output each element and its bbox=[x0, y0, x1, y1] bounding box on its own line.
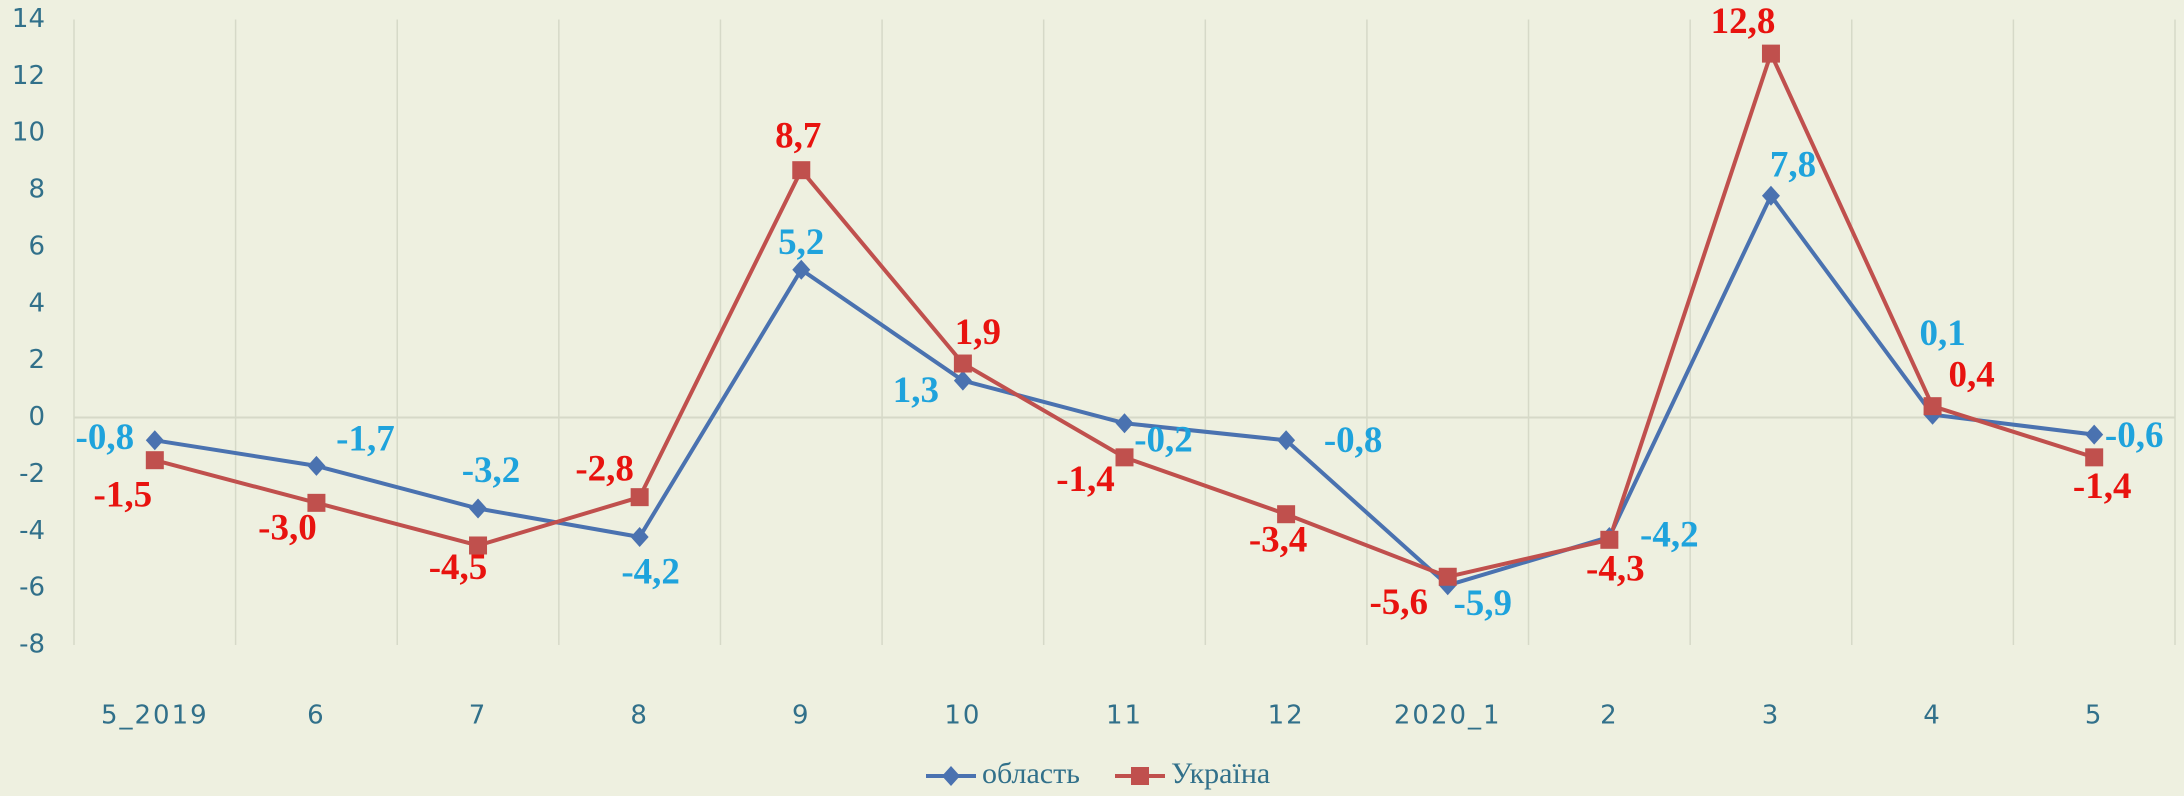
data-label: 12,8 bbox=[1711, 1, 1776, 42]
x-tick-label: 12 bbox=[1268, 701, 1305, 731]
x-tick-label: 7 bbox=[469, 701, 488, 731]
x-tick-label: 6 bbox=[307, 701, 326, 731]
x-tick-label: 9 bbox=[792, 701, 811, 731]
data-point bbox=[307, 456, 325, 476]
chart: -8 -6 -4 -2 0 2 4 6 8 10 12 14 5_2019 6 7 8 9 10 11 12 2020_… bbox=[0, 0, 2184, 796]
legend-label: область bbox=[982, 757, 1080, 790]
data-label: 5,2 bbox=[778, 222, 824, 263]
data-label: -5,9 bbox=[1453, 583, 1512, 624]
data-point bbox=[1600, 531, 1618, 549]
data-label: -3,4 bbox=[1249, 520, 1308, 561]
x-tick-label: 11 bbox=[1106, 701, 1143, 731]
data-label: 8,7 bbox=[775, 116, 821, 157]
data-label: -1,4 bbox=[2073, 466, 2132, 507]
data-label: 0,1 bbox=[1919, 313, 1965, 354]
data-label: -3,0 bbox=[258, 507, 317, 548]
data-point bbox=[146, 451, 164, 469]
y-tick-label: 14 bbox=[12, 4, 45, 34]
legend-label: Україна bbox=[1171, 757, 1270, 790]
y-tick-label: 12 bbox=[12, 61, 45, 91]
data-label: -3,2 bbox=[462, 450, 521, 491]
data-point bbox=[1924, 397, 1942, 415]
data-label: -5,6 bbox=[1369, 582, 1428, 623]
data-label: -2,8 bbox=[575, 449, 634, 490]
y-tick-label: 8 bbox=[28, 175, 45, 205]
data-label: 7,8 bbox=[1770, 144, 1816, 185]
y-tick-label: 0 bbox=[28, 402, 45, 432]
data-label: -1,7 bbox=[336, 418, 395, 459]
data-point bbox=[1116, 413, 1134, 433]
data-label: -1,4 bbox=[1056, 459, 1115, 500]
y-tick-label: 6 bbox=[28, 231, 45, 261]
data-point bbox=[469, 499, 487, 519]
y-tick-label: 4 bbox=[28, 288, 45, 318]
data-label: -4,2 bbox=[1640, 514, 1699, 555]
data-label: 0,4 bbox=[1948, 355, 1994, 396]
series-line bbox=[155, 196, 2094, 586]
data-point bbox=[2085, 425, 2103, 445]
legend-marker bbox=[942, 766, 960, 786]
data-label: -4,2 bbox=[621, 551, 680, 592]
y-tick-label: 2 bbox=[28, 345, 45, 375]
data-point bbox=[146, 430, 164, 450]
data-point bbox=[1762, 45, 1780, 63]
x-tick-label: 2 bbox=[1600, 701, 1619, 731]
x-tick-label: 10 bbox=[944, 701, 981, 731]
data-label: -0,2 bbox=[1134, 420, 1193, 461]
x-tick-label: 5 bbox=[2085, 701, 2104, 731]
x-tick-label: 2020_1 bbox=[1394, 701, 1502, 731]
data-point bbox=[2085, 448, 2103, 466]
x-tick-label: 3 bbox=[1762, 701, 1781, 731]
data-point bbox=[792, 161, 810, 179]
y-tick-label: -8 bbox=[19, 630, 45, 660]
x-tick-label: 4 bbox=[1923, 701, 1942, 731]
data-point bbox=[954, 371, 972, 391]
y-tick-label: -4 bbox=[19, 516, 45, 546]
y-tick-label: 10 bbox=[12, 118, 45, 148]
x-tick-label: 8 bbox=[630, 701, 649, 731]
y-tick-label: -6 bbox=[19, 573, 45, 603]
y-tick-label: -2 bbox=[19, 459, 45, 489]
data-label: -1,5 bbox=[94, 475, 153, 516]
data-label: 1,9 bbox=[955, 312, 1001, 353]
data-point bbox=[954, 355, 972, 373]
data-label: -4,3 bbox=[1586, 548, 1645, 589]
data-label: -4,5 bbox=[429, 547, 488, 588]
data-label: -0,6 bbox=[2105, 415, 2164, 456]
data-label: -0,8 bbox=[76, 417, 135, 458]
legend-marker bbox=[1131, 767, 1149, 785]
data-label: -0,8 bbox=[1324, 420, 1383, 461]
data-label: 1,3 bbox=[893, 370, 939, 411]
data-point bbox=[1116, 448, 1134, 466]
x-tick-label: 5_2019 bbox=[101, 701, 209, 731]
data-point bbox=[631, 488, 649, 506]
